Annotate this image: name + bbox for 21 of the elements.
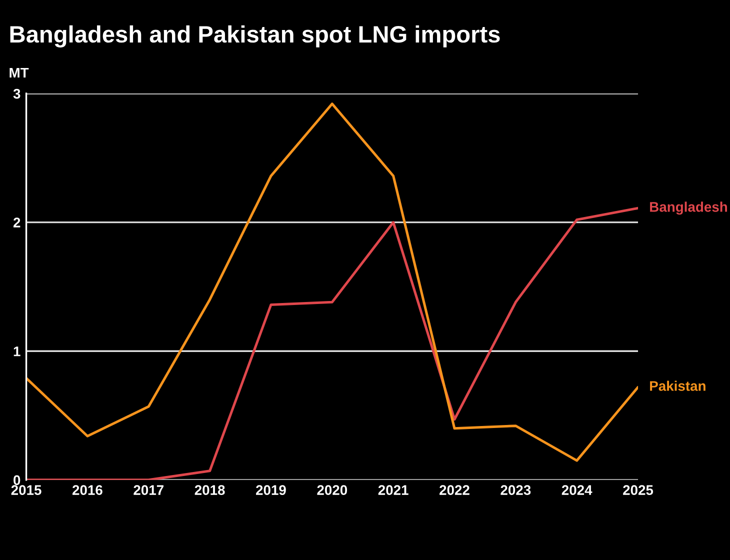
x-tick-label: 2024 bbox=[562, 485, 592, 495]
x-tick-label: 2017 bbox=[134, 485, 164, 495]
x-tick-label: 2015 bbox=[11, 485, 42, 495]
chart-title: Bangladesh and Pakistan spot LNG imports bbox=[10, 25, 500, 48]
y-tick-label: 2 bbox=[13, 218, 20, 228]
y-tick-label: 3 bbox=[13, 88, 20, 99]
x-tick-label: 2018 bbox=[194, 485, 225, 495]
series-label: Bangladesh bbox=[650, 202, 727, 215]
y-axis-title: MT bbox=[10, 68, 29, 78]
x-tick-label: 2021 bbox=[378, 485, 408, 495]
x-tick-label: 2020 bbox=[317, 485, 348, 495]
x-tick-label: 2016 bbox=[72, 485, 102, 495]
x-tick-label: 2019 bbox=[256, 485, 286, 495]
y-tick-label: 0 bbox=[14, 475, 20, 486]
x-tick-label: 2025 bbox=[623, 485, 654, 495]
line-series bbox=[26, 102, 638, 462]
y-tick-label: 1 bbox=[14, 346, 20, 356]
series-label: Pakistan bbox=[650, 380, 706, 391]
x-tick-label: 2022 bbox=[440, 485, 470, 495]
line-series bbox=[26, 206, 638, 480]
x-tick-label: 2023 bbox=[500, 485, 531, 495]
